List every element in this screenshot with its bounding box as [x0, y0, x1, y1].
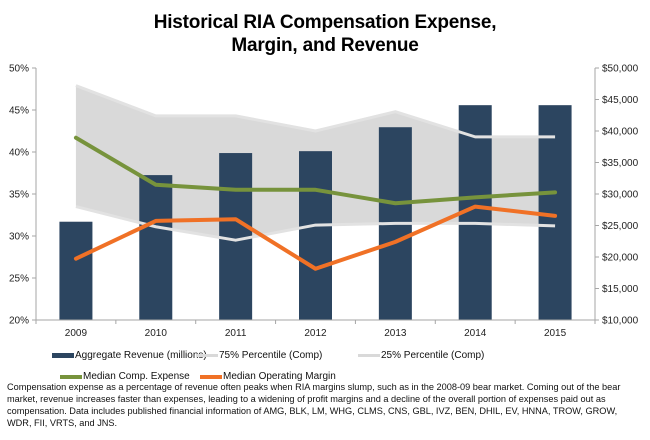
legend-swatch-revenue — [52, 353, 74, 358]
chart-title-line2: Margin, and Revenue — [231, 35, 419, 56]
left-axis-tick-label: 45% — [9, 106, 29, 117]
bar-revenue-2011 — [219, 153, 253, 320]
legend-item-revenue: Aggregate Revenue (millions) — [52, 350, 207, 361]
chart-caption: Compensation expense as a percentage of … — [7, 382, 621, 428]
left-axis-tick-label: 35% — [9, 190, 29, 201]
x-axis-tick-label: 2009 — [65, 328, 88, 339]
legend-item-comp: Median Comp. Expense — [60, 371, 190, 382]
legend-swatch-comp — [60, 374, 82, 379]
legend-swatch-p75 — [196, 354, 218, 357]
bar-revenue-2009 — [59, 221, 93, 320]
legend-label-margin: Median Operating Margin — [223, 371, 336, 382]
right-axis-tick-label: $20,000 — [602, 253, 639, 264]
x-axis-tick-label: 2013 — [384, 328, 407, 339]
right-axis-tick-label: $30,000 — [602, 190, 639, 201]
legend-item-p75: 75% Percentile (Comp) — [196, 350, 322, 361]
right-axis-tick-label: $45,000 — [602, 95, 639, 106]
legend-item-p25: 25% Percentile (Comp) — [358, 350, 484, 361]
legend-label-p25: 25% Percentile (Comp) — [381, 350, 485, 361]
right-axis-tick-label: $15,000 — [602, 284, 639, 295]
legend-item-margin: Median Operating Margin — [200, 371, 336, 382]
bar-revenue-2012 — [299, 151, 332, 320]
legend-swatch-p25 — [358, 354, 380, 357]
x-axis-tick-label: 2010 — [145, 328, 168, 339]
left-axis-tick-label: 30% — [9, 232, 29, 243]
legend-swatch-margin — [200, 374, 222, 379]
legend-label-comp: Median Comp. Expense — [83, 371, 190, 382]
line-p75 — [75, 84, 556, 139]
left-axis-tick-label: 50% — [9, 64, 29, 75]
x-axis-tick-label: 2014 — [464, 328, 487, 339]
x-axis-tick-label: 2011 — [225, 328, 247, 339]
right-axis-tick-label: $50,000 — [602, 64, 639, 75]
right-axis-tick-label: $25,000 — [602, 221, 639, 232]
bar-revenue-2010 — [139, 175, 173, 320]
right-axis-tick-label: $40,000 — [602, 127, 639, 138]
x-axis-tick-label: 2015 — [544, 328, 567, 339]
chart-title: Historical RIA Compensation Expense, Mar… — [0, 11, 650, 57]
chart-canvas: 20% 25% 30% 35% 40% 45% 50% $10,000 $15,000 $20,0… — [9, 64, 639, 340]
left-axis-tick-label: 25% — [9, 274, 29, 285]
left-axis-tick-label: 20% — [9, 316, 29, 327]
legend-label-revenue: Aggregate Revenue (millions) — [75, 350, 207, 361]
legend-label-p75: 75% Percentile (Comp) — [219, 350, 323, 361]
x-axis-tick-label: 2012 — [304, 328, 327, 339]
line-p25 — [75, 205, 556, 242]
left-axis-tick-label: 40% — [9, 148, 29, 159]
right-axis-tick-label: $35,000 — [602, 158, 639, 169]
chart-title-line1: Historical RIA Compensation Expense, — [153, 12, 497, 33]
right-axis-tick-label: $10,000 — [602, 316, 639, 327]
